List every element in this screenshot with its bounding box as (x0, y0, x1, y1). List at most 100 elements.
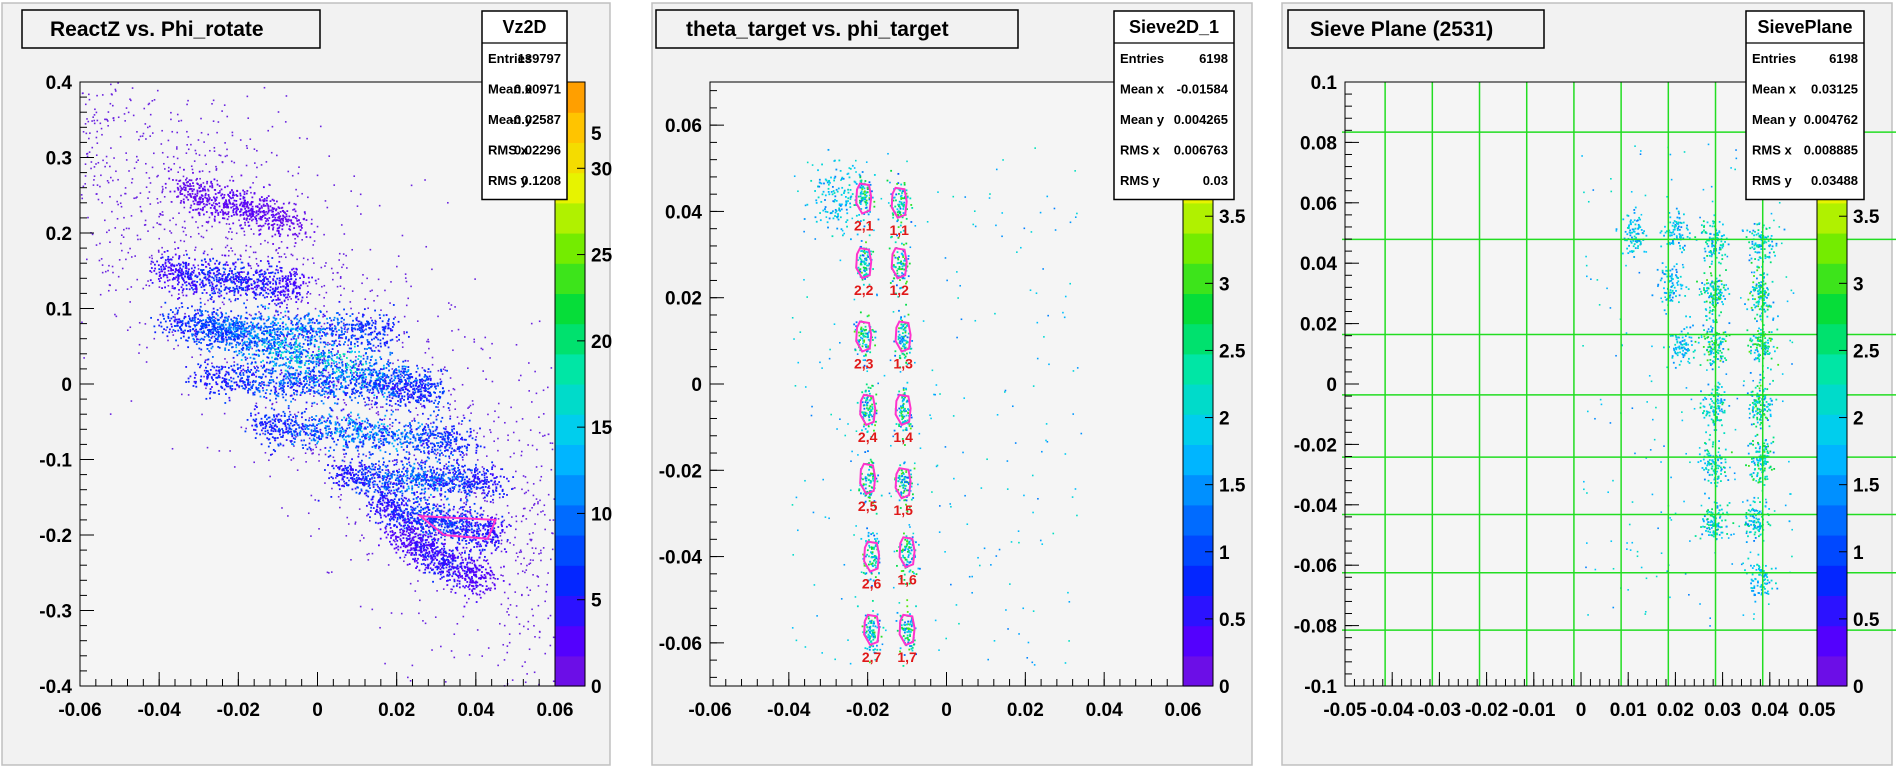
scatter-point (211, 335, 214, 338)
scatter-point (253, 325, 256, 328)
scatter-point (391, 386, 394, 389)
scatter-point (424, 396, 427, 399)
scatter-point (374, 362, 376, 365)
scatter-point (333, 316, 336, 319)
scatter-point (275, 299, 278, 301)
scatter-point (191, 317, 194, 319)
scatter-point (221, 279, 224, 282)
scatter-point (279, 286, 282, 288)
scatter-point (251, 317, 254, 320)
scatter-point (179, 320, 182, 322)
scatter-point (176, 186, 179, 189)
scatter-point (205, 292, 208, 294)
scatter-point (267, 292, 270, 295)
scatter-point (203, 141, 205, 143)
scatter-point (132, 114, 135, 117)
scatter-point (384, 289, 386, 292)
scatter-point (237, 290, 240, 293)
scatter-point (178, 212, 180, 215)
scatter-point (230, 338, 233, 341)
scatter-point (234, 324, 236, 326)
scatter-point (330, 357, 333, 360)
scatter-point (261, 343, 264, 346)
scatter-point (219, 340, 222, 343)
scatter-point (245, 326, 248, 329)
scatter-point (258, 198, 261, 201)
scatter-point (437, 369, 440, 372)
scatter-point (86, 155, 89, 158)
scatter-point (214, 198, 217, 201)
scatter-point (219, 326, 221, 328)
scatter-point (192, 283, 195, 286)
scatter-point (339, 285, 342, 287)
scatter-point (273, 341, 276, 343)
scatter-point (193, 266, 196, 269)
scatter-point (466, 510, 468, 512)
scatter-point (216, 183, 219, 186)
scatter-point (192, 171, 194, 174)
scatter-point (351, 367, 353, 369)
scatter-point (166, 249, 169, 252)
scatter-point (281, 228, 284, 231)
scatter-point (204, 261, 207, 263)
scatter-point (249, 245, 252, 248)
scatter-point (404, 370, 407, 373)
scatter-point (529, 509, 531, 512)
scatter-point (351, 290, 354, 292)
scatter-point (282, 289, 285, 292)
scatter-point (267, 307, 270, 310)
scatter-point (369, 371, 372, 374)
scatter-point (187, 180, 189, 183)
scatter-point (228, 343, 231, 346)
scatter-point (255, 263, 258, 265)
scatter-point (319, 358, 322, 361)
scatter-point (176, 157, 179, 160)
scatter-point (160, 268, 163, 271)
scatter-point (270, 265, 273, 268)
scatter-point (204, 192, 207, 195)
scatter-point (342, 353, 345, 356)
scatter-point (164, 320, 167, 323)
scatter-point (109, 102, 112, 105)
scatter-point (145, 361, 148, 363)
scatter-point (377, 411, 379, 413)
scatter-point (315, 363, 318, 365)
scatter-point (168, 290, 171, 293)
scatter-point (337, 323, 339, 326)
scatter-point (186, 130, 188, 133)
scatter-point (406, 377, 409, 380)
scatter-point (226, 264, 229, 266)
scatter-point (263, 86, 266, 89)
scatter-point (185, 178, 187, 181)
scatter-point (213, 322, 216, 325)
scatter-point (408, 551, 411, 554)
scatter-point (95, 154, 98, 157)
scatter-point (180, 189, 182, 192)
scatter-point (274, 216, 277, 219)
scatter-point (227, 193, 230, 196)
scatter-point (389, 339, 392, 342)
scatter-point (226, 218, 229, 221)
scatter-point (246, 322, 249, 325)
scatter-point (213, 290, 216, 293)
scatter-point (193, 314, 196, 317)
scatter-point (371, 350, 374, 352)
scatter-point (212, 330, 215, 333)
scatter-point (299, 277, 301, 280)
scatter-point (287, 218, 290, 221)
scatter-point (328, 327, 331, 330)
scatter-point (107, 124, 109, 127)
scatter-point (287, 293, 290, 296)
scatter-point (296, 323, 299, 326)
scatter-point (160, 306, 163, 308)
scatter-point (381, 320, 384, 323)
scatter-point (84, 123, 87, 125)
scatter-point (206, 446, 209, 449)
scatter-point (235, 207, 237, 210)
scatter-point (202, 319, 205, 322)
scatter-point (304, 314, 307, 317)
scatter-point (200, 281, 203, 284)
scatter-point (303, 364, 306, 366)
scatter-point (107, 269, 109, 272)
scatter-point (406, 392, 409, 395)
